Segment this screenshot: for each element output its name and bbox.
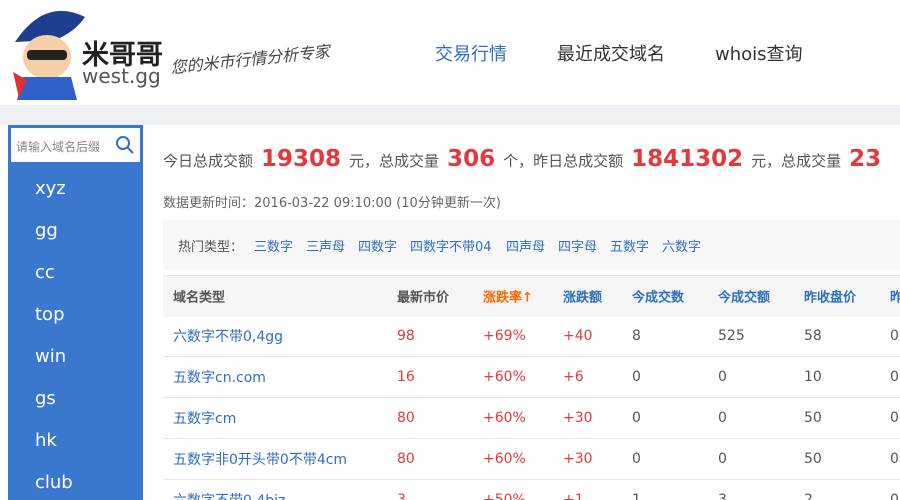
table-cell: 1 [632,492,641,500]
slogan: 您的米市行情分析专家 [169,41,331,78]
table-cell: 0 [890,492,899,500]
column-header: 涨跌额 [563,290,603,306]
column-header: 最新市价 [397,290,450,306]
table-cell: 10 [804,369,822,385]
divider-band [0,105,900,125]
table-cell: 3 [718,492,727,500]
table-cell: 80 [397,410,415,426]
hot-types-bar [163,220,900,270]
nav-link[interactable]: 最近成交域名 [557,44,665,65]
nav-link[interactable]: 交易行情 [435,44,507,65]
sidebar-item[interactable]: club [35,472,73,493]
table-cell: 525 [718,328,745,344]
table-cell: 0 [632,451,641,467]
update-time: 数据更新时间：2016-03-22 09:10:00 (10分钟更新一次) [163,196,501,211]
stats-line: 今日总成交额 19308 元，总成交量 306 个，昨日总成交额 1841302 元，总成交… [163,146,889,172]
table-cell: +1 [563,492,584,500]
domain-link[interactable]: 五数字非0开头带0不带4cm [173,452,348,468]
hot-type-link[interactable]: 四声母 [506,240,546,255]
hot-types-label: 热门类型： [178,240,244,255]
table-cell: 50 [804,410,822,426]
column-header: 昨收盘价 [804,290,857,306]
hot-type-link[interactable]: 六数字 [662,240,702,255]
search-icon[interactable] [115,135,135,155]
table-cell: +60% [483,451,526,467]
search-placeholder: 请输入域名后缀 [16,140,101,154]
table-cell: 0 [890,410,899,426]
row-divider [163,397,900,398]
stat-text: 个，昨日总成交额 [503,152,624,170]
table-cell: +60% [483,369,526,385]
hot-type-link[interactable]: 三数字 [254,240,294,255]
nav-link[interactable]: whois查询 [715,44,803,65]
sidebar-item[interactable]: gs [35,388,56,409]
stat-text: 元，总成交量 [751,152,842,170]
column-header: 今成交额 [718,290,771,306]
sidebar-item[interactable]: hk [35,430,57,451]
hot-type-link[interactable]: 四数字不带04 [410,240,492,255]
table-cell: 80 [397,451,415,467]
stat-number: 19308 [261,146,342,172]
stat-number: 23 [849,146,882,172]
sidebar-item[interactable]: top [35,304,65,325]
domain-link[interactable]: 五数字cn.com [173,370,266,386]
table-cell: +50% [483,492,526,500]
table-cell: 0 [890,369,899,385]
column-header: 昨 [890,290,900,306]
stat-text: 元，总成交量 [349,152,440,170]
sidebar [8,125,143,500]
row-divider [163,438,900,439]
hot-type-link[interactable]: 三声母 [306,240,346,255]
row-divider [163,479,900,480]
table-cell: 0 [718,410,727,426]
table-cell: 0 [890,328,899,344]
sidebar-item[interactable]: xyz [35,178,66,199]
column-header: 今成交数 [632,290,685,306]
table-cell: 0 [632,410,641,426]
stat-text: 今日总成交额 [163,152,254,170]
table-cell: +60% [483,410,526,426]
table-cell: 0 [632,369,641,385]
table-cell: 0 [890,451,899,467]
table-cell: 0 [718,369,727,385]
site-domain: west.gg [82,64,161,88]
hot-type-link[interactable]: 五数字 [610,240,650,255]
domain-link[interactable]: 六数字不带0,4biz [173,490,285,500]
table-cell: +30 [563,451,593,467]
stat-number: 1841302 [631,146,744,172]
domain-link[interactable]: 五数字cm [173,411,237,427]
hot-type-link[interactable]: 四字母 [558,240,598,255]
table-cell: +40 [563,328,593,344]
sidebar-item[interactable]: gg [35,220,58,241]
table-cell: 3 [397,492,406,500]
column-header[interactable]: 涨跌率↑ [483,290,533,306]
brand: 米哥哥 [82,40,163,71]
hot-type-link[interactable]: 四数字 [358,240,398,255]
table-cell: 16 [397,369,415,385]
sidebar-item[interactable]: win [35,346,67,367]
stat-number: 306 [447,146,496,172]
column-header: 域名类型 [173,290,226,306]
table-cell: 50 [804,451,822,467]
row-divider [163,356,900,357]
table-cell: +30 [563,410,593,426]
table-cell: 98 [397,328,415,344]
logo-mascot [13,10,85,100]
table-cell: 8 [632,328,641,344]
table-header [163,275,900,317]
sidebar-item[interactable]: cc [35,262,55,283]
table-cell: +69% [483,328,526,344]
table-cell: 2 [804,492,813,500]
search-box[interactable]: 请输入域名后缀 [11,128,140,162]
domain-link[interactable]: 六数字不带0,4gg [173,329,284,345]
table-cell: 58 [804,328,822,344]
table-cell: 0 [718,451,727,467]
table-cell: +6 [563,369,584,385]
